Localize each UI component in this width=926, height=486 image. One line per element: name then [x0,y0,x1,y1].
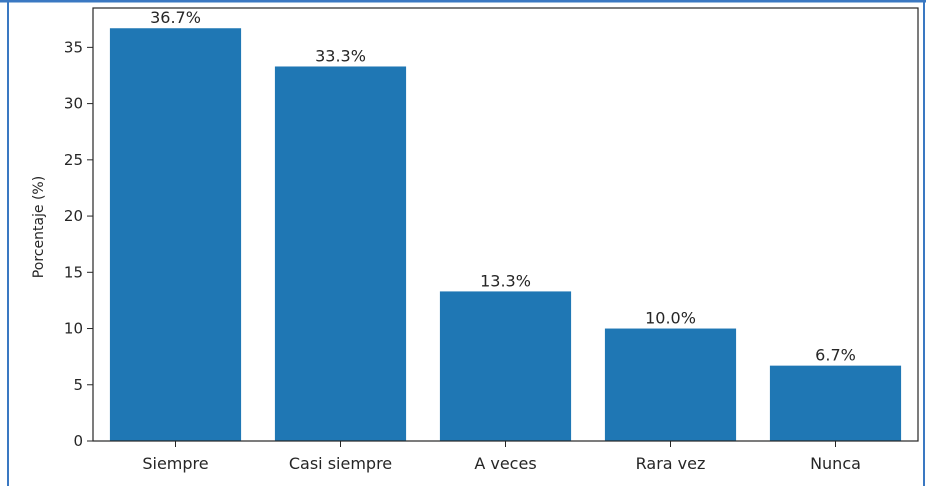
y-tick-label: 20 [64,207,83,225]
bar-value-label: 6.7% [815,346,856,365]
x-tick-label: Rara vez [636,454,706,473]
x-tick-label: Nunca [810,454,861,473]
y-axis-title: Porcentaje (%) [31,176,47,278]
bar-rara-vez [604,328,737,441]
y-tick-label: 30 [64,95,83,113]
bar-casi-siempre [274,66,407,441]
axes-box [92,7,919,442]
bars-group [109,28,902,442]
y-tick-label: 25 [64,151,83,169]
y-tick-label: 35 [64,38,83,56]
y-tick-label: 10 [64,320,83,338]
y-tick-label: 15 [64,263,83,281]
bar-nunca [769,365,902,441]
bar-siempre [109,28,242,442]
y-tick-label: 5 [73,376,83,394]
x-tick-label: Casi siempre [289,454,392,473]
x-axis-ticks: Siempre Casi siempre A veces Rara vez Nunca [142,441,861,473]
bar-value-label: 36.7% [150,8,201,27]
x-tick-label: A veces [474,454,536,473]
bar-a-veces [439,291,572,441]
bar-value-label: 10.0% [645,309,696,328]
y-axis-ticks: 0 5 10 15 20 25 30 35 [64,38,93,450]
bar-value-label: 33.3% [315,46,366,65]
y-tick-label: 0 [73,432,83,450]
data-labels-group: 36.7% 33.3% 13.3% 10.0% 6.7% [150,8,856,364]
bar-value-label: 13.3% [480,271,531,290]
x-tick-label: Siempre [142,454,208,473]
